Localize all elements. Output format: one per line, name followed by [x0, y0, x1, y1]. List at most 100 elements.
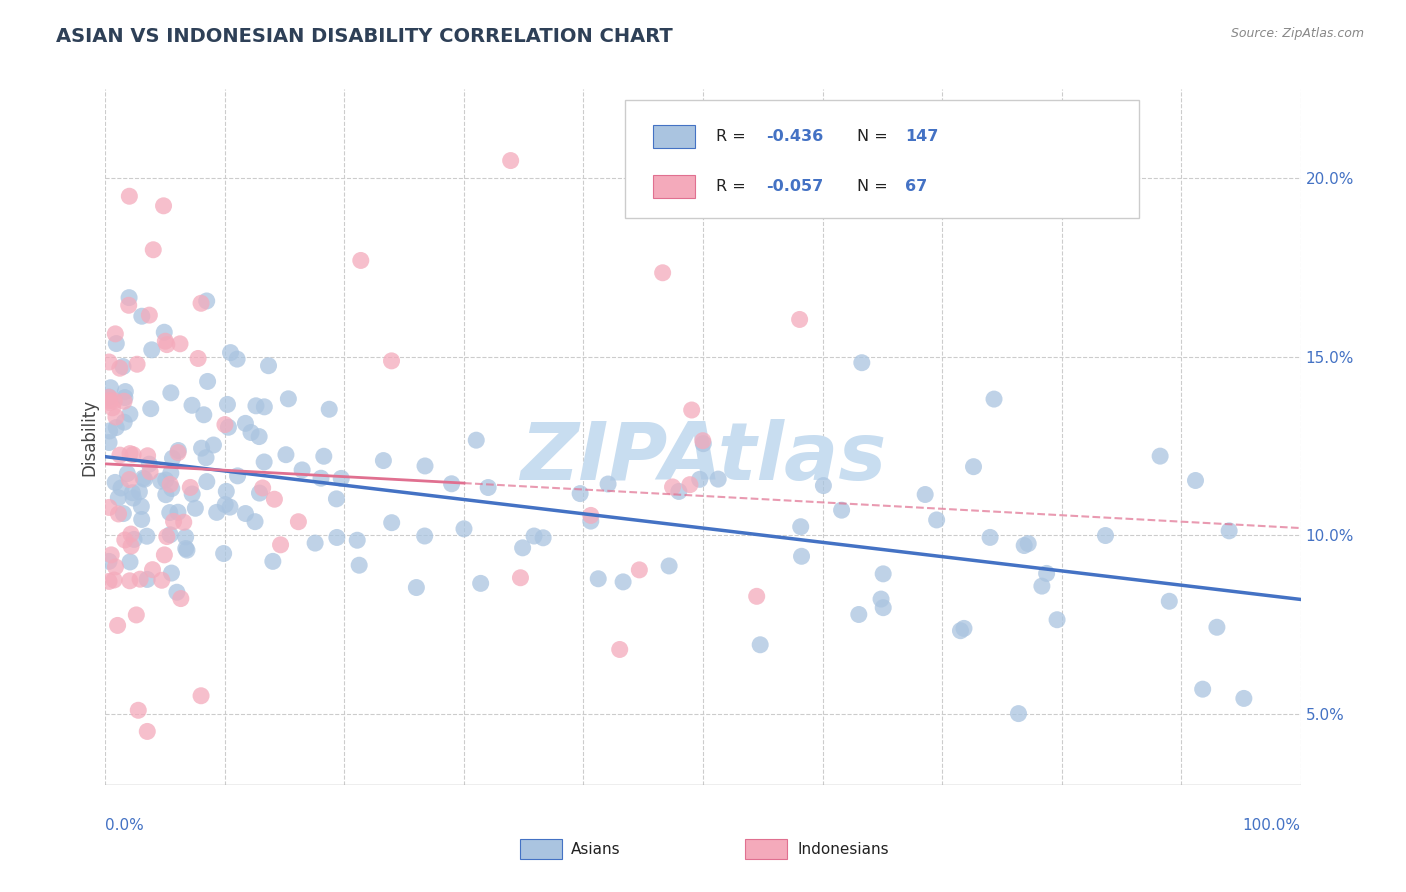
Point [692, 436, 714, 450]
Point [190, 441, 212, 455]
Point [160, 385, 183, 400]
Point [136, 449, 159, 463]
Point [98, 393, 121, 408]
Point [253, 400, 276, 414]
Point [235, 507, 257, 521]
Point [681, 403, 703, 417]
Point [813, 478, 835, 492]
Point [628, 563, 651, 577]
Point [692, 434, 714, 448]
Point [139, 465, 162, 479]
Point [104, 560, 127, 574]
Point [169, 336, 191, 351]
Point [277, 392, 299, 406]
Point [98, 554, 121, 568]
Point [789, 519, 811, 533]
Point [405, 581, 427, 595]
Point [110, 481, 132, 495]
Point [1031, 579, 1053, 593]
Point [1046, 613, 1069, 627]
Point [136, 573, 159, 587]
Point [134, 472, 156, 486]
Point [870, 592, 893, 607]
Point [212, 547, 235, 561]
Point [107, 618, 129, 632]
Point [167, 443, 190, 458]
Point [112, 394, 135, 409]
Point [651, 266, 673, 280]
Point [509, 571, 531, 585]
Point [136, 724, 159, 739]
Point [1035, 566, 1057, 581]
Point [512, 541, 534, 555]
Text: Indonesians: Indonesians [797, 842, 889, 856]
Point [131, 512, 153, 526]
Point [98, 390, 121, 404]
Point [150, 574, 173, 588]
Point [1017, 536, 1039, 550]
Point [118, 473, 141, 487]
Point [274, 448, 297, 462]
Text: Source: ZipAtlas.com: Source: ZipAtlas.com [1230, 27, 1364, 40]
Point [153, 548, 176, 562]
Point [112, 507, 135, 521]
Point [98, 424, 121, 438]
Point [107, 507, 129, 521]
Point [118, 291, 141, 305]
Point [249, 486, 271, 500]
Point [195, 293, 218, 308]
Text: R =: R = [716, 179, 751, 194]
Point [108, 361, 131, 376]
Point [122, 448, 145, 462]
Point [139, 401, 162, 416]
Point [872, 600, 894, 615]
Text: 67: 67 [905, 179, 927, 194]
Point [167, 505, 190, 519]
Point [202, 438, 225, 452]
Point [848, 607, 870, 622]
Point [925, 513, 948, 527]
Point [291, 463, 314, 477]
Point [330, 471, 353, 485]
Point [235, 417, 257, 431]
Point [138, 308, 160, 322]
Point [118, 447, 141, 461]
Point [101, 401, 124, 415]
Point [413, 458, 436, 473]
FancyBboxPatch shape [652, 176, 695, 198]
Text: -0.436: -0.436 [766, 129, 824, 144]
Point [326, 531, 349, 545]
Point [790, 549, 813, 564]
Point [205, 505, 228, 519]
Point [304, 536, 326, 550]
Point [98, 390, 121, 404]
Point [98, 500, 121, 515]
Point [262, 554, 284, 568]
Point [190, 296, 212, 310]
Point [215, 484, 238, 499]
Point [579, 514, 602, 528]
Point [114, 391, 136, 405]
Point [174, 530, 197, 544]
Point [612, 574, 634, 589]
Point [160, 482, 183, 496]
Point [1012, 539, 1035, 553]
Point [170, 591, 193, 606]
Point [104, 326, 127, 341]
Point [118, 555, 141, 569]
Point [380, 354, 402, 368]
Point [1094, 528, 1116, 542]
Point [609, 642, 631, 657]
Text: ZIPAtlas: ZIPAtlas [520, 419, 886, 497]
Point [160, 566, 183, 580]
Point [658, 558, 681, 573]
Point [121, 485, 143, 500]
Point [125, 607, 148, 622]
Point [166, 585, 188, 599]
Point [413, 529, 436, 543]
Point [596, 477, 619, 491]
Point [184, 501, 207, 516]
Point [120, 539, 142, 553]
Point [122, 491, 145, 505]
Point [325, 491, 347, 506]
